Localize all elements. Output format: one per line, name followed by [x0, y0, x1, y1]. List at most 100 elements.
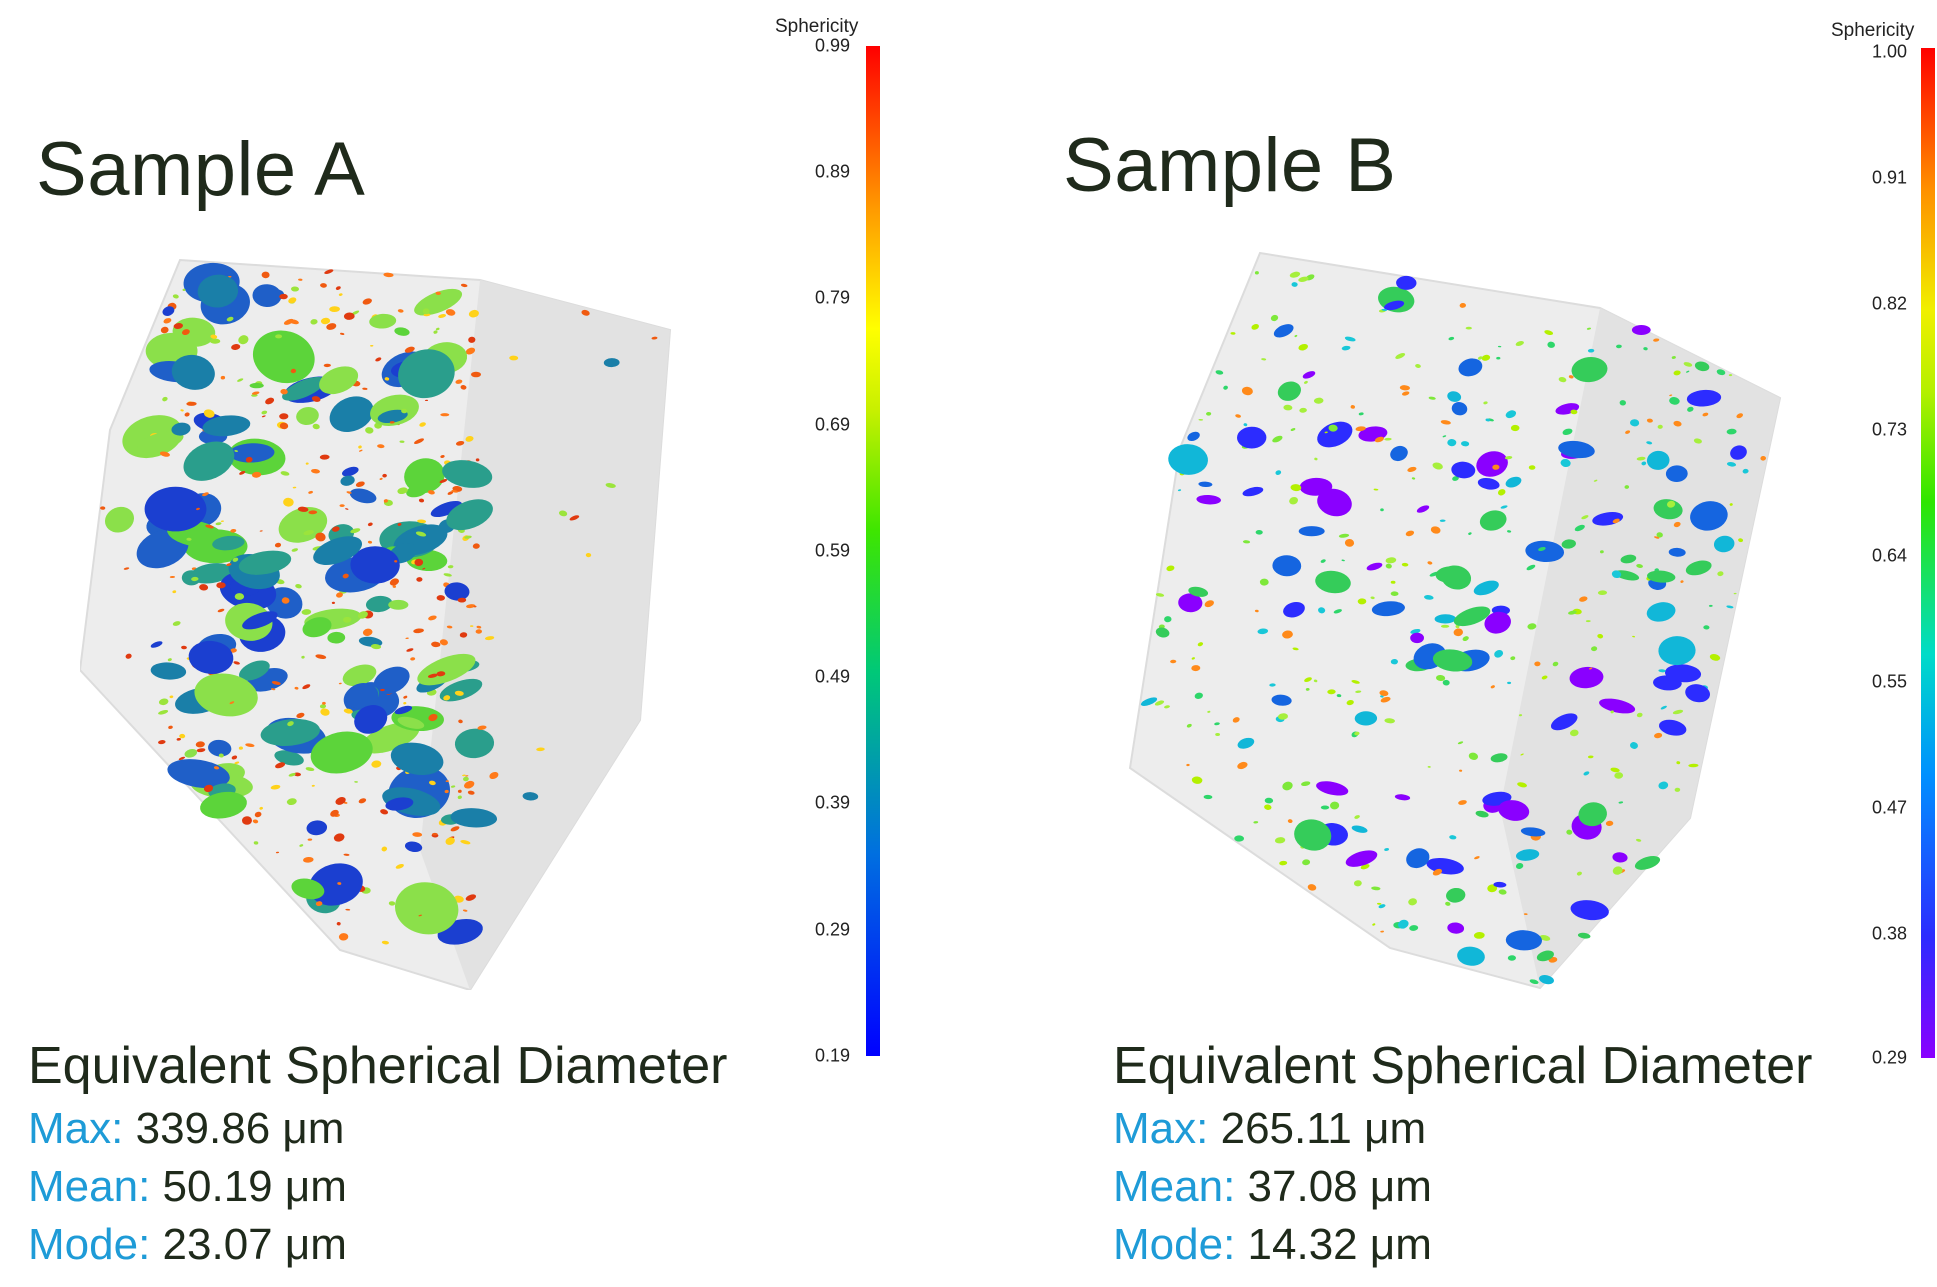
pore [1685, 684, 1710, 703]
pore [1317, 421, 1353, 448]
pore [1302, 371, 1316, 379]
pore [339, 504, 345, 507]
pore [230, 648, 237, 653]
pore [340, 475, 355, 486]
pore [1656, 532, 1663, 538]
pore [1709, 654, 1721, 661]
pore [463, 776, 469, 782]
colorbar-gradient [866, 46, 880, 1056]
pore [292, 486, 297, 489]
pore [1612, 852, 1628, 863]
pore [1430, 526, 1441, 534]
pore [1358, 412, 1364, 416]
pore [404, 346, 415, 353]
colorbar-tick: 0.82 [1871, 293, 1907, 314]
pore [196, 507, 200, 511]
pore [1676, 761, 1681, 765]
pore [1494, 650, 1504, 658]
pore [275, 334, 283, 339]
pore [208, 739, 232, 757]
pore [137, 431, 184, 453]
pore [337, 882, 342, 885]
pore [1242, 540, 1251, 544]
pore [465, 775, 469, 777]
pore [1526, 564, 1536, 571]
pore [345, 683, 379, 709]
pore [468, 336, 476, 343]
sample-a-3d-pore-render [80, 250, 700, 990]
pore [163, 318, 172, 324]
pore [226, 563, 232, 567]
pore [1307, 884, 1317, 891]
pore [105, 506, 134, 533]
pore [388, 901, 396, 906]
pore [172, 294, 179, 299]
pore [1457, 741, 1464, 745]
pore [301, 609, 312, 615]
pore [1405, 530, 1415, 537]
pore [1243, 423, 1248, 427]
colorbar-tick: 0.59 [814, 540, 850, 561]
pore [1313, 679, 1318, 683]
pore [1290, 484, 1302, 492]
pore [1465, 326, 1472, 330]
pore [1371, 601, 1405, 617]
pore [217, 608, 225, 613]
pore [1168, 444, 1208, 475]
pore [1726, 605, 1734, 609]
pore [319, 454, 330, 460]
pore [397, 522, 402, 526]
colorbar-tick: 0.29 [1871, 1047, 1907, 1068]
pore [1685, 560, 1712, 576]
pore [1254, 609, 1259, 613]
pore [1434, 614, 1456, 624]
pore [125, 653, 132, 659]
pore [1496, 356, 1501, 360]
pore [1453, 628, 1463, 637]
pore [1294, 819, 1332, 851]
pore [414, 558, 424, 567]
pore [1304, 677, 1312, 683]
pore [245, 743, 255, 748]
pore [429, 780, 436, 786]
pore [168, 725, 173, 729]
pore [1299, 477, 1333, 496]
pore [274, 542, 282, 548]
pore [296, 712, 305, 719]
pore [394, 560, 398, 563]
pore [1671, 356, 1676, 359]
pore [184, 748, 198, 758]
pore [443, 695, 451, 701]
colorbar-tick: 0.38 [1871, 923, 1907, 944]
pore [279, 293, 288, 300]
pore [397, 487, 408, 495]
pore [354, 705, 388, 734]
pore [1377, 902, 1382, 905]
pore [1385, 557, 1397, 564]
pore [1191, 665, 1201, 672]
pore [311, 396, 321, 402]
pore [338, 933, 349, 941]
pore [173, 323, 183, 329]
pore [1657, 424, 1663, 429]
pore [1614, 772, 1624, 779]
pore [1730, 445, 1747, 460]
pore [1647, 570, 1676, 583]
pore [311, 784, 315, 787]
pore [1577, 932, 1591, 939]
colorbar-tick: 0.73 [1871, 419, 1907, 440]
pore [1282, 781, 1293, 791]
pore [1372, 923, 1376, 926]
pore [1610, 767, 1620, 773]
colorbar-tick: 0.89 [814, 161, 850, 182]
pore [310, 319, 318, 325]
pore [172, 590, 177, 594]
pore [301, 655, 305, 659]
pore [1500, 505, 1508, 509]
pore [1457, 946, 1485, 966]
pore [1432, 649, 1473, 672]
pore [399, 440, 405, 443]
pore [1587, 348, 1595, 353]
pore [1440, 420, 1451, 425]
pore [509, 355, 519, 361]
